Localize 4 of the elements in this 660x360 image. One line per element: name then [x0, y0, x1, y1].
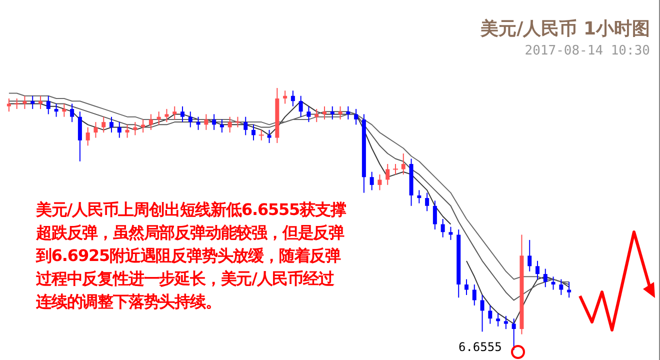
annotation: 美元/人民币上周创出短线新低6.6555获支撑超跌反弹，虽然局部反弹动能较强，但是反弹到6.6925附近遇阻反弹势头放缓，随着反弹过程中反复性进一步延长，美元/人民币经过连续的调整下落势头持续。 [36, 198, 348, 313]
annotation: 6.6555 [458, 340, 502, 354]
chart-title: 美元/人民币 1小时图 [480, 18, 650, 40]
chart-subtitle: 2017-08-14 10:30 [524, 44, 650, 58]
